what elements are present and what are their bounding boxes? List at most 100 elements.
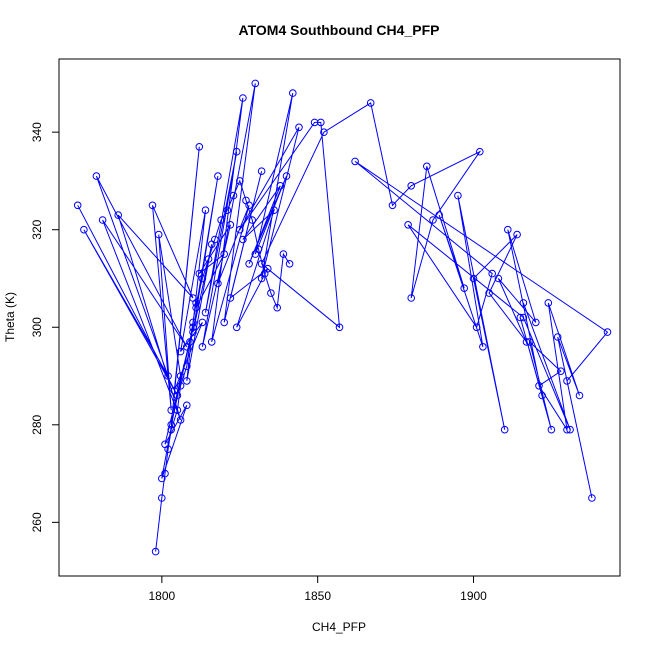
- data-point-0-27: [214, 172, 222, 180]
- data-point-1-1: [158, 494, 166, 502]
- data-point-1-9: [189, 318, 197, 327]
- data-point-0-15: [183, 401, 191, 410]
- data-point-1-3: [164, 445, 172, 454]
- data-point-0-76: [494, 274, 503, 283]
- data-point-0-63: [476, 147, 484, 156]
- data-point-0-71: [500, 425, 509, 434]
- x-axis: 1800 1850 1900: [148, 576, 487, 603]
- data-point-0-3: [164, 372, 172, 380]
- x-tick-label-1: 1850: [304, 589, 331, 603]
- data-point-0-41: [257, 167, 266, 175]
- x-tick-label-0: 1800: [148, 589, 175, 603]
- data-point-1-4: [167, 425, 175, 434]
- data-point-0-75: [522, 338, 531, 346]
- data-point-0-49: [282, 172, 291, 180]
- data-point-0-84: [535, 382, 543, 390]
- data-point-0-92: [351, 157, 359, 166]
- data-point-1-25: [285, 260, 294, 268]
- data-point-0-93: [488, 269, 497, 278]
- data-point-0-56: [317, 118, 325, 127]
- data-point-0-62: [407, 182, 416, 190]
- data-point-0-46: [239, 235, 247, 244]
- data-point-0-33: [232, 147, 241, 156]
- data-point-1-17: [236, 177, 244, 185]
- data-point-0-98: [519, 299, 528, 307]
- data-point-1-7: [183, 362, 191, 371]
- data-point-1-13: [211, 235, 219, 244]
- data-point-0-73: [513, 230, 521, 239]
- data-point-0-19: [195, 143, 204, 151]
- data-point-0-31: [226, 221, 235, 229]
- data-point-1-20: [254, 245, 263, 253]
- data-point-0-61: [388, 201, 397, 210]
- data-point-0-53: [295, 123, 303, 132]
- data-point-0-6: [98, 216, 107, 224]
- data-point-1-23: [273, 303, 282, 312]
- data-point-0-24: [183, 377, 191, 385]
- data-point-0-69: [479, 343, 487, 351]
- data-point-0-34: [201, 308, 210, 317]
- data-point-0-42: [226, 294, 235, 302]
- data-point-1-2: [161, 469, 169, 478]
- data-point-0-95: [404, 221, 412, 229]
- data-point-1-15: [223, 206, 232, 214]
- data-point-0-12: [154, 230, 163, 239]
- data-point-0-51: [289, 89, 297, 97]
- data-point-0-22: [176, 347, 185, 356]
- y-tick-label-2: 300: [30, 317, 44, 337]
- data-point-0-82: [525, 338, 534, 346]
- plot-area: [58, 58, 621, 577]
- data-point-0-70: [454, 191, 462, 200]
- data-point-0-88: [553, 333, 562, 341]
- y-tick-label-3: 320: [30, 219, 44, 239]
- data-point-0-91: [603, 328, 612, 336]
- data-point-0-44: [232, 323, 241, 332]
- data-point-1-14: [217, 216, 225, 224]
- data-point-0-47: [276, 182, 285, 190]
- data-point-0-78: [504, 225, 512, 234]
- y-tick-label-1: 280: [30, 414, 44, 434]
- data-point-1-12: [204, 255, 213, 263]
- data-point-0-64: [429, 216, 437, 224]
- data-point-0-67: [460, 284, 469, 293]
- data-point-0-59: [320, 128, 328, 136]
- data-point-0-65: [407, 294, 416, 302]
- data-point-0-39: [251, 79, 260, 88]
- x-tick-label-2: 1900: [460, 589, 487, 603]
- data-point-1-6: [176, 382, 185, 390]
- data-point-0-90: [563, 377, 571, 385]
- data-point-0-21: [198, 318, 207, 327]
- data-point-0-89: [588, 494, 596, 502]
- data-point-0-54: [236, 225, 244, 234]
- data-point-0-32: [198, 343, 207, 351]
- data-point-0-35: [239, 94, 247, 102]
- data-point-0-2: [80, 225, 88, 234]
- data-point-0-81: [547, 425, 556, 434]
- data-point-1-18: [242, 196, 250, 205]
- data-point-0-10: [148, 201, 157, 210]
- data-point-1-8: [186, 338, 194, 346]
- data-point-1-16: [229, 191, 238, 200]
- data-point-0-96: [519, 313, 528, 322]
- data-point-1-10: [192, 299, 200, 307]
- data-point-1-5: [173, 406, 182, 415]
- y-axis: 260 280 300 320 340: [30, 122, 59, 532]
- data-point-0-79: [538, 391, 546, 400]
- data-point-0-29: [220, 250, 228, 258]
- data-point-0-0: [73, 201, 82, 210]
- y-axis-label: Theta (K): [3, 292, 17, 342]
- data-point-0-38: [214, 279, 222, 288]
- data-point-0-40: [220, 318, 228, 327]
- data-point-0-74: [485, 289, 493, 297]
- y-tick-label-4: 340: [30, 122, 44, 142]
- series-line-0: [77, 83, 609, 499]
- data-point-1-0: [151, 547, 160, 556]
- data-point-0-87: [575, 391, 584, 400]
- data-point-0-7: [176, 416, 185, 424]
- data-point-0-85: [563, 425, 571, 434]
- data-point-0-26: [189, 328, 197, 336]
- data-point-0-48: [245, 260, 253, 268]
- data-point-0-68: [435, 211, 444, 219]
- data-point-0-66: [423, 162, 431, 171]
